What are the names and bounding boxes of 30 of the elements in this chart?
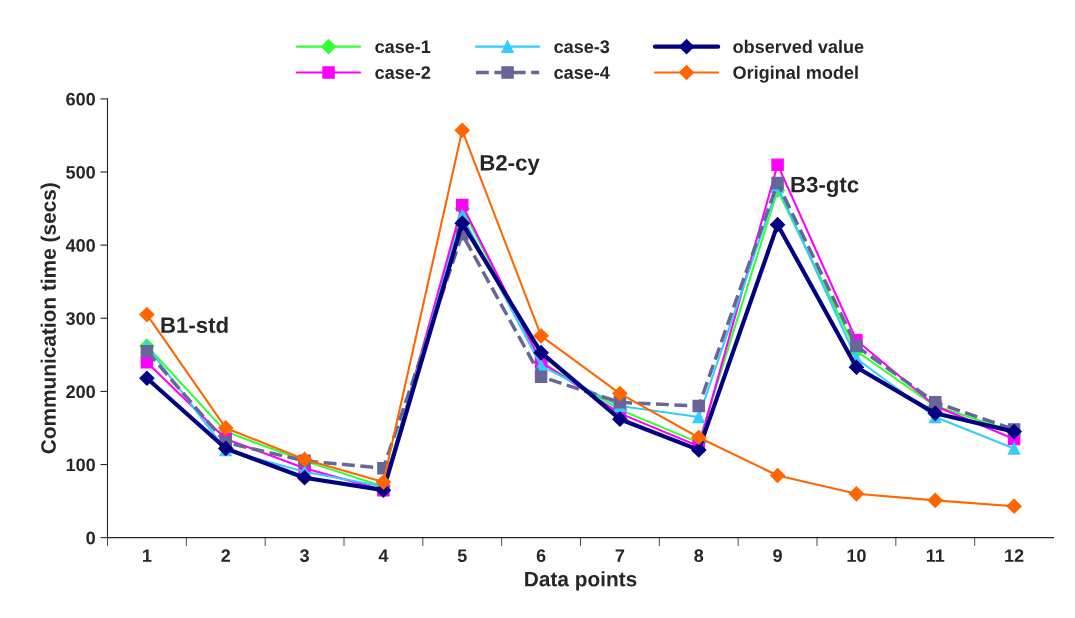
y-tick-label: 0 <box>86 531 95 545</box>
y-tick-label: 200 <box>66 385 95 399</box>
annotation: B3-gtc <box>791 176 859 197</box>
y-tick-label: 500 <box>66 165 95 179</box>
legend-label: observed value <box>733 39 864 54</box>
x-tick-label: 3 <box>299 549 309 563</box>
legend-label: Original model <box>733 65 858 83</box>
y-tick-label: 600 <box>66 92 95 106</box>
x-tick-label: 7 <box>615 549 625 562</box>
annotation: B2-cy <box>480 154 540 176</box>
x-tick-label: 8 <box>694 549 704 563</box>
x-tick-label: 9 <box>773 549 782 563</box>
x-tick-label: 11 <box>926 549 945 562</box>
x-tick-label: 12 <box>1005 549 1024 562</box>
x-tick-label: 2 <box>221 549 231 562</box>
legend-label: case-2 <box>375 66 431 79</box>
x-tick-label: 5 <box>457 549 467 563</box>
annotation: B1-std <box>161 316 228 334</box>
x-tick-label: 4 <box>378 549 389 562</box>
x-tick-label: 6 <box>536 549 546 563</box>
y-tick-label: 100 <box>66 458 95 472</box>
y-axis-title: Communication time (secs) <box>40 183 61 454</box>
x-axis-title: Data points <box>525 571 637 591</box>
legend-label: case-4 <box>554 66 610 79</box>
y-tick-label: 400 <box>65 239 95 252</box>
legend-label: case-1 <box>375 40 431 54</box>
legend-label: case-3 <box>554 40 610 54</box>
y-tick-label: 300 <box>65 312 95 326</box>
x-tick-label: 10 <box>847 549 866 563</box>
x-tick-label: 1 <box>143 549 152 562</box>
